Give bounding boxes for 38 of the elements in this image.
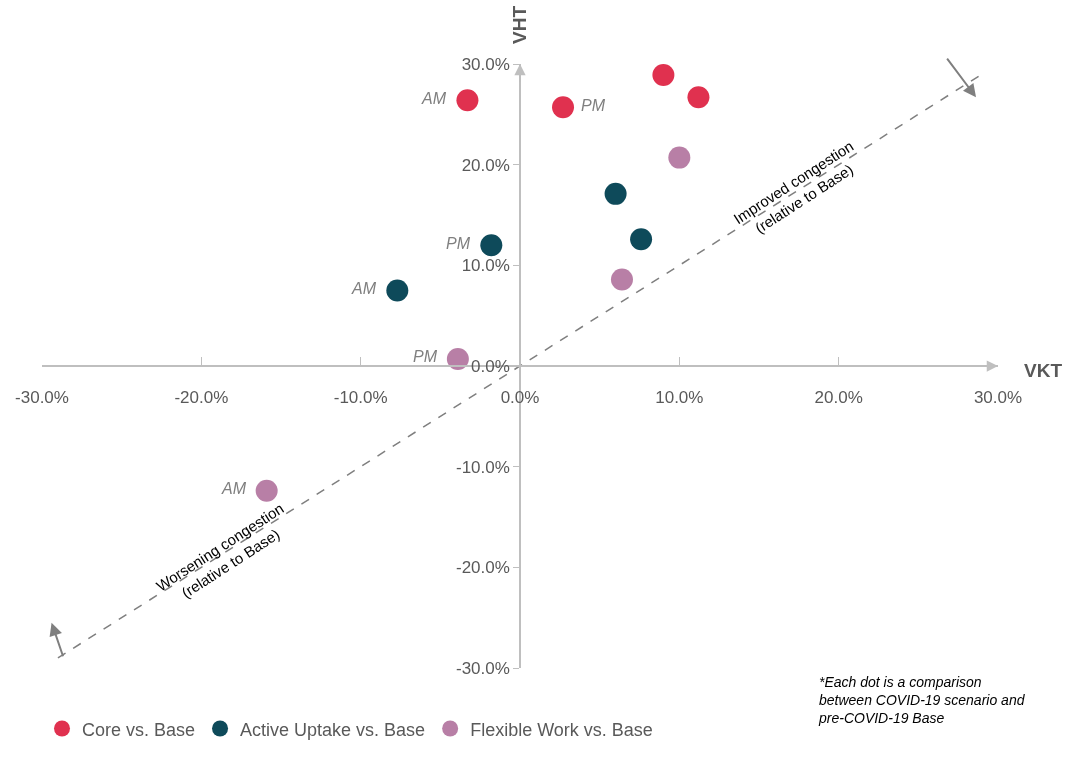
- point: [456, 89, 479, 112]
- y-tick-label: -10.0%: [455, 457, 510, 477]
- legend-label: Flexible Work vs. Base: [470, 719, 653, 740]
- x-tick-label: -10.0%: [333, 388, 388, 408]
- x-tick-label: -30.0%: [15, 388, 69, 408]
- point: [480, 234, 503, 257]
- x-tick-label: -20.0%: [174, 388, 229, 408]
- x-tick-label: 10.0%: [655, 388, 704, 408]
- legend-label: Active Uptake vs. Base: [240, 719, 426, 740]
- y-tick-label: 10.0%: [461, 256, 510, 276]
- y-tick-label: -20.0%: [455, 558, 510, 578]
- annotation: AM: [421, 90, 447, 107]
- x-tick-label: 0.0%: [500, 388, 540, 408]
- annotation: PM: [446, 235, 471, 252]
- point: [604, 182, 627, 205]
- annotation: AM: [221, 480, 247, 497]
- x-tick-label: 20.0%: [814, 388, 863, 408]
- annotation: PM: [413, 348, 438, 365]
- x-tick-label: 30.0%: [973, 388, 1023, 408]
- point: [255, 479, 278, 502]
- point: [446, 347, 469, 370]
- point: [610, 268, 633, 291]
- legend-label: Core vs. Base: [82, 719, 196, 740]
- annotation: AM: [351, 280, 377, 297]
- point: [652, 64, 675, 87]
- y-tick-label: 30.0%: [461, 54, 510, 74]
- text: *Each dot is a comparison between COVID-19 scenario and pre-COVID-19 Base: [818, 674, 1026, 727]
- y-axis-title: VHT: [509, 5, 531, 44]
- y-tick-label: 0.0%: [471, 356, 510, 376]
- point: [668, 146, 691, 169]
- point: [630, 228, 653, 251]
- point: [687, 86, 710, 109]
- annotation: PM: [581, 97, 606, 114]
- point: [552, 96, 575, 119]
- y-tick-label: 20.0%: [461, 155, 510, 175]
- point: [386, 279, 409, 302]
- x-axis-title: VKT: [1024, 360, 1063, 381]
- y-tick-label: -30.0%: [455, 658, 510, 678]
